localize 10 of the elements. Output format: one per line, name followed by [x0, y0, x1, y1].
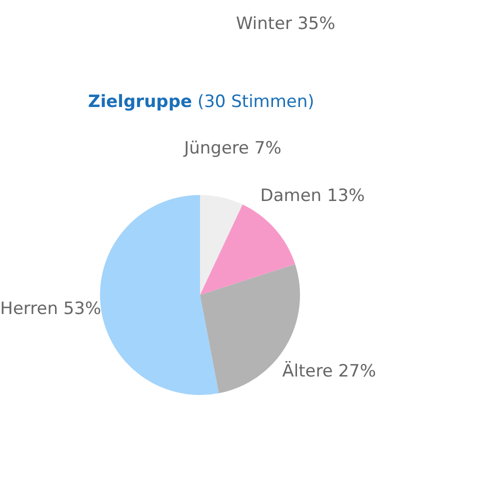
slice-label: Herren 53%: [0, 299, 102, 320]
chart-title: Zielgruppe: [88, 92, 192, 112]
pie-slice: [200, 204, 296, 295]
text: Winter 35%: [236, 14, 336, 34]
chart-subtitle: (30 Stimmen): [197, 92, 314, 112]
slice-label: Ältere 27%: [282, 360, 376, 382]
slice-label: Damen 13%: [260, 186, 365, 206]
slice-label: Jüngere 7%: [183, 138, 282, 159]
pie-slice: [100, 195, 219, 395]
pie-slice: [200, 195, 243, 295]
